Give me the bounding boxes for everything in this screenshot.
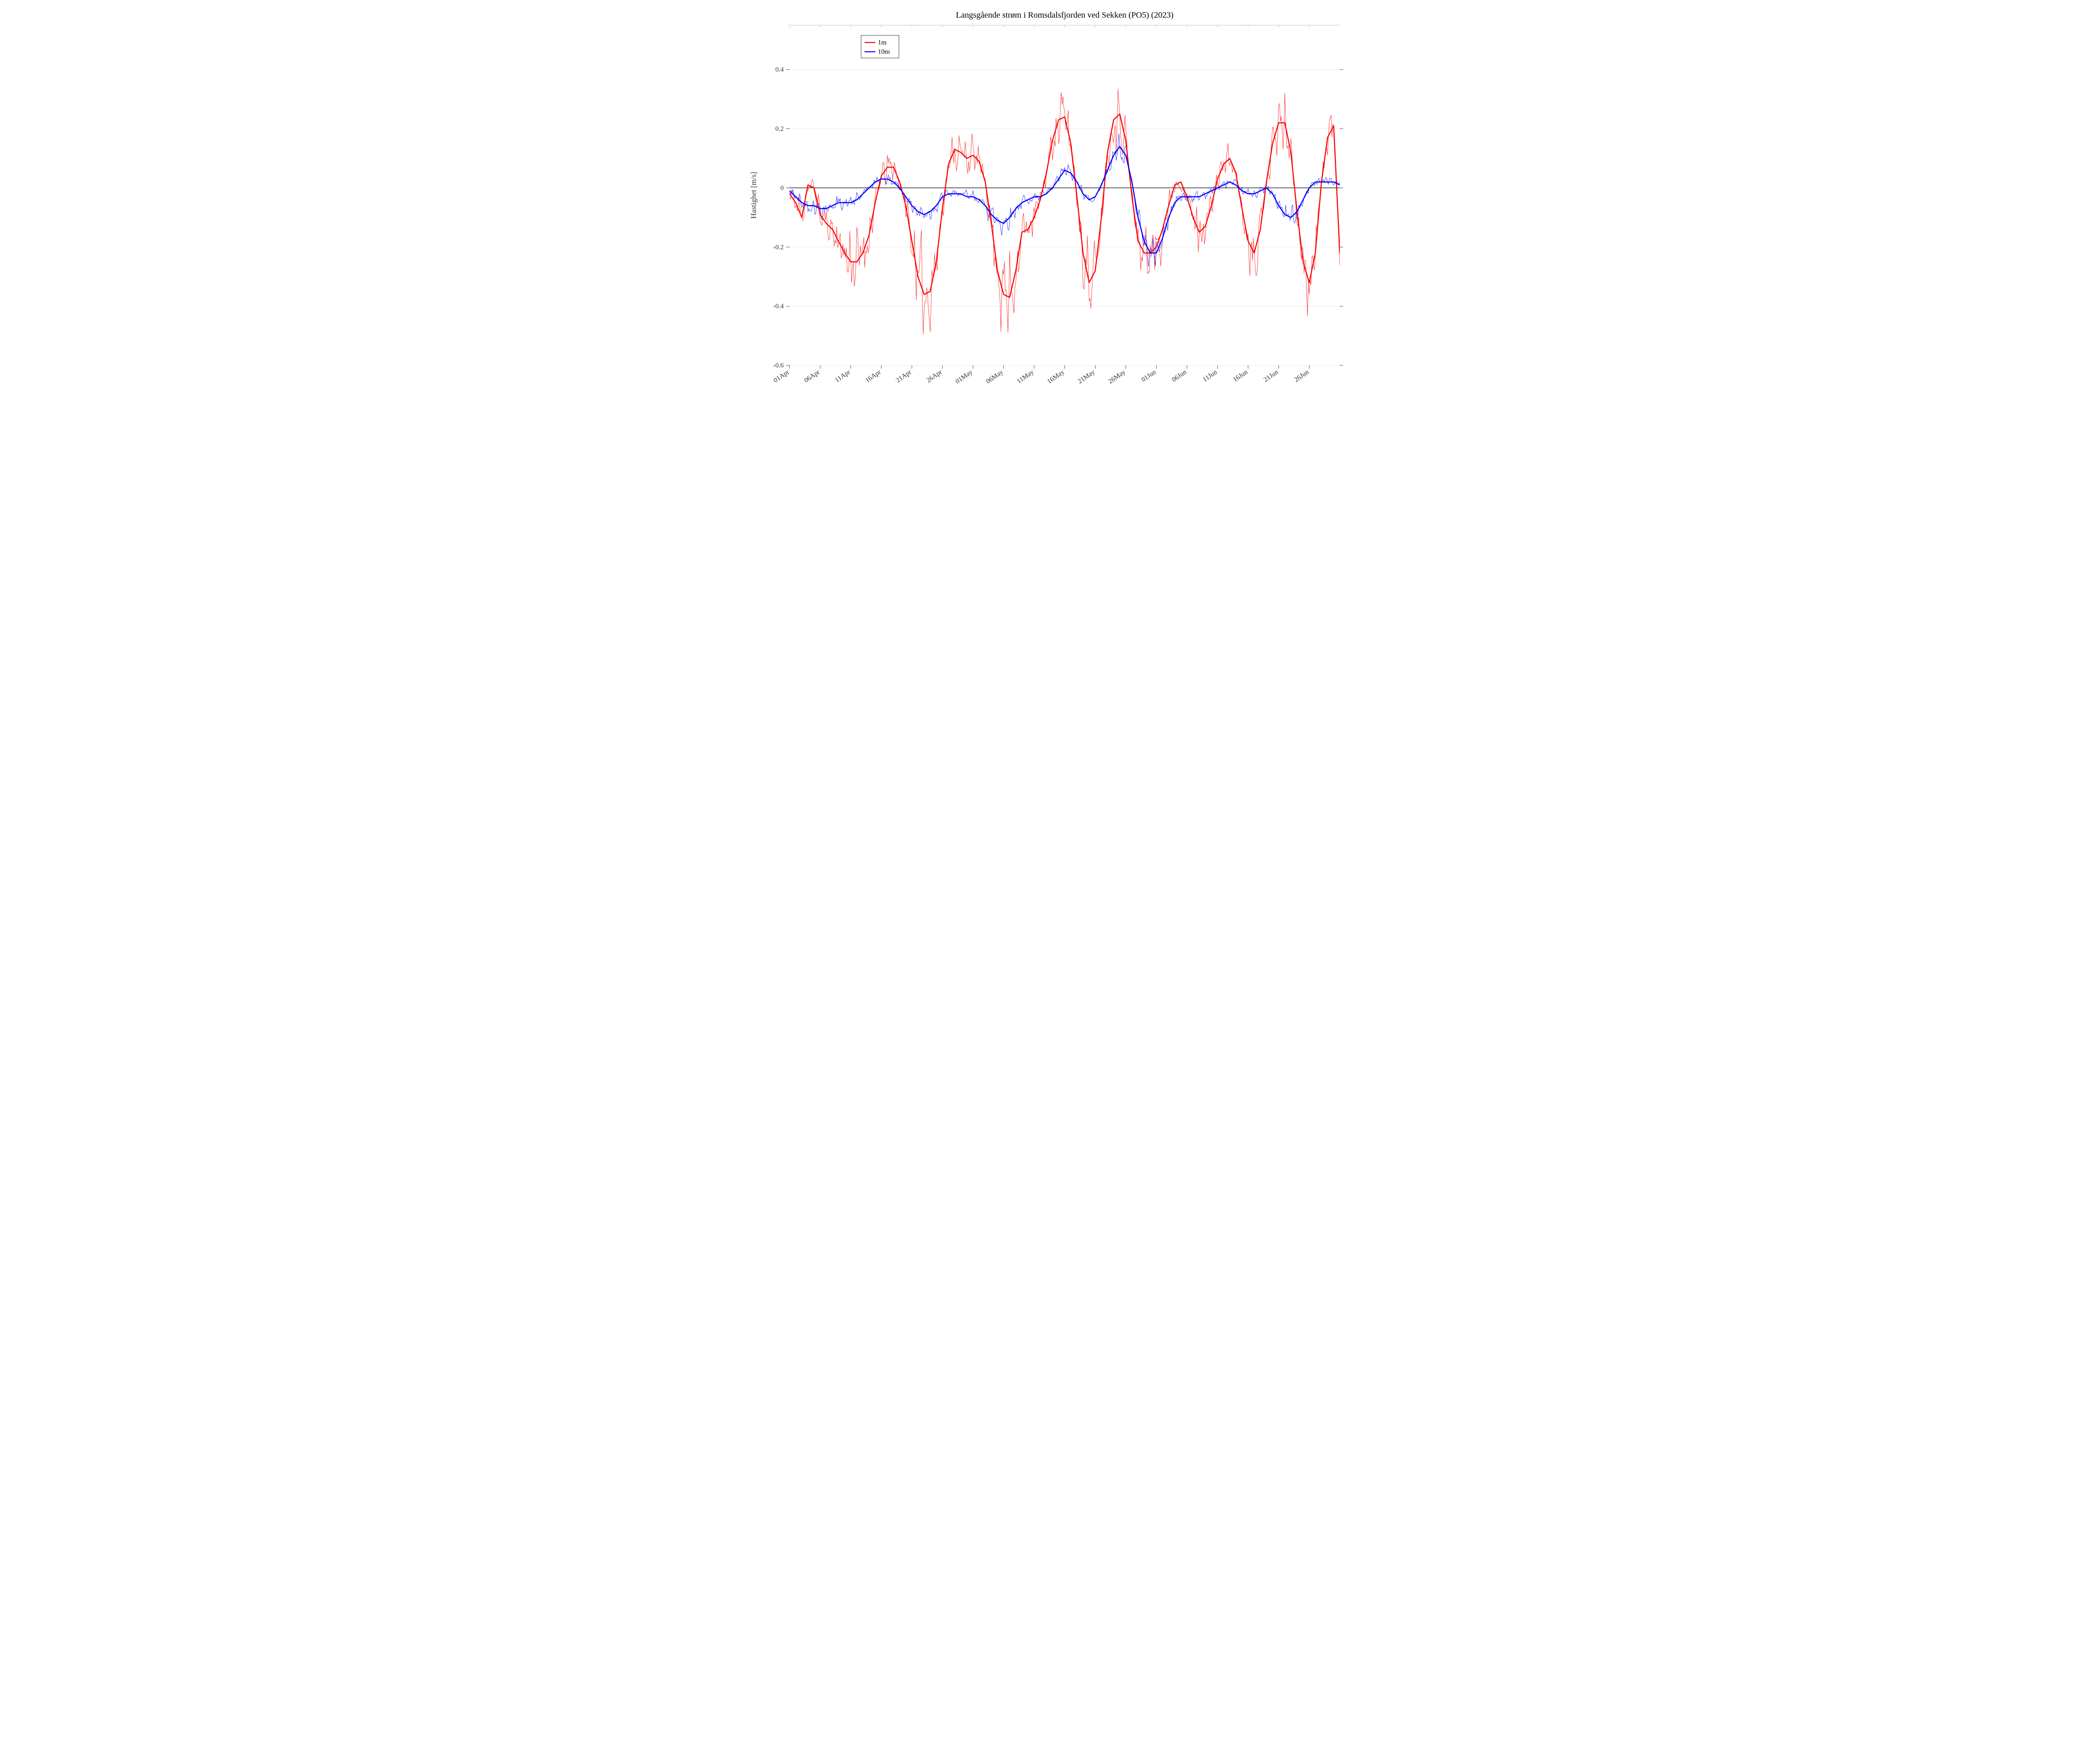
y-tick-label: -0.2 (773, 244, 784, 251)
y-tick-label: 0.4 (775, 66, 784, 73)
chart-container: -0.6-0.4-0.200.20.401Apr06Apr11Apr16Apr2… (735, 0, 1365, 420)
legend-label: 10m (878, 48, 890, 55)
y-tick-label: 0.2 (775, 126, 784, 133)
y-tick-label: -0.6 (773, 362, 784, 369)
y-axis-label: Hastighet [m/s] (749, 172, 758, 218)
y-tick-label: 0 (780, 184, 784, 192)
timeseries-chart: -0.6-0.4-0.200.20.401Apr06Apr11Apr16Apr2… (735, 0, 1365, 420)
chart-title: Langsgående strøm i Romsdalsfjorden ved … (956, 10, 1173, 20)
legend: 1m10m (861, 35, 899, 58)
y-tick-label: -0.4 (773, 303, 784, 310)
legend-label: 1m (878, 39, 887, 46)
